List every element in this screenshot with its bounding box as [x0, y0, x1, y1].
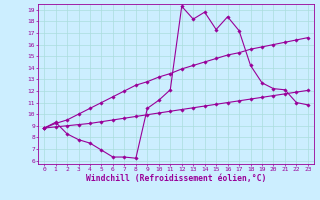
X-axis label: Windchill (Refroidissement éolien,°C): Windchill (Refroidissement éolien,°C): [86, 174, 266, 183]
